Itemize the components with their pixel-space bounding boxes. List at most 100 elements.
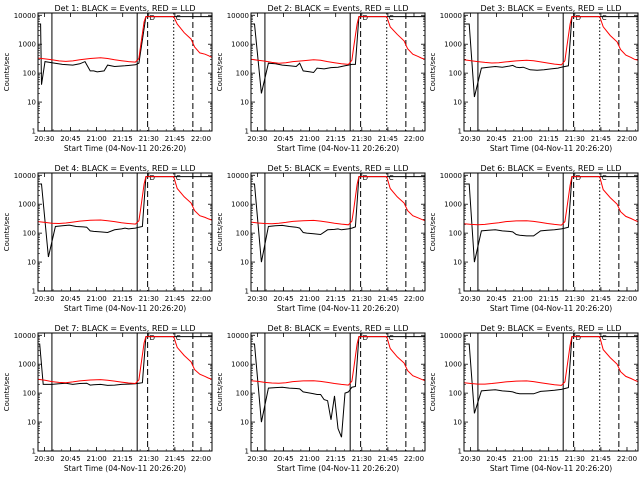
plot-frame [463, 332, 639, 452]
marker-annotation: C [389, 334, 394, 342]
panel-title: Det 5: BLACK = Events, RED = LLD [268, 164, 409, 173]
y-tick-label: 1 [458, 448, 462, 456]
marker-annotation: C [602, 174, 607, 182]
x-axis-label: Start Time (04-Nov-11 20:26:20) [490, 304, 612, 313]
x-tick-label: 22:00 [191, 295, 211, 303]
x-tick-label: 21:00 [512, 295, 532, 303]
y-tick-label: 100 [23, 390, 36, 398]
x-tick-label: 20:45 [60, 455, 80, 463]
plot-area [464, 176, 638, 263]
y-tick-label: 10 [240, 419, 249, 427]
panel-title: Det 2: BLACK = Events, RED = LLD [268, 4, 409, 13]
x-tick-label: 20:45 [60, 135, 80, 143]
detector-panel-2: Det 2: BLACK = Events, RED = LLD Counts/s… [216, 4, 426, 153]
marker-annotation: D [576, 174, 581, 182]
x-tick-label: 21:30 [139, 455, 159, 463]
x-tick-label: 22:00 [617, 455, 637, 463]
x-tick-label: 21:00 [299, 135, 319, 143]
y-tick-label: 10 [27, 419, 36, 427]
x-tick-label: 21:00 [512, 135, 532, 143]
x-tick-label: 21:45 [378, 455, 398, 463]
y-tick-label: 10000 [440, 172, 462, 180]
series-line-lld [464, 336, 638, 386]
y-tick-label: 10000 [227, 172, 249, 180]
plot-area [464, 16, 638, 98]
x-axis-label: Start Time (04-Nov-11 20:26:20) [64, 464, 186, 473]
y-axis-label: Counts/sec [3, 213, 11, 252]
detector-panel-3: Det 3: BLACK = Events, RED = LLD Counts/s… [429, 4, 639, 153]
x-tick-label: 20:45 [273, 295, 293, 303]
x-tick-label: 20:30 [460, 295, 480, 303]
x-axis-label: Start Time (04-Nov-11 20:26:20) [277, 144, 399, 153]
y-tick-label: 1000 [231, 41, 249, 49]
x-axis-label: Start Time (04-Nov-11 20:26:20) [64, 144, 186, 153]
marker-annotation: D [576, 334, 581, 342]
x-tick-label: 20:45 [486, 455, 506, 463]
series-line-events [38, 336, 212, 386]
plot-frame [250, 172, 426, 292]
y-tick-label: 10 [453, 259, 462, 267]
panel-title: Det 4: BLACK = Events, RED = LLD [55, 164, 196, 173]
x-tick-label: 21:45 [165, 295, 185, 303]
x-tick-label: 21:00 [86, 455, 106, 463]
y-tick-label: 1 [245, 288, 249, 296]
x-tick-label: 21:30 [139, 295, 159, 303]
marker-annotation: D [150, 174, 155, 182]
y-axis-label: Counts/sec [429, 373, 437, 412]
x-tick-label: 22:00 [191, 455, 211, 463]
y-axis-label: Counts/sec [3, 373, 11, 412]
x-tick-label: 20:30 [247, 295, 267, 303]
y-tick-label: 10000 [227, 332, 249, 340]
y-tick-label: 10 [27, 99, 36, 107]
marker-annotation: D [150, 14, 155, 22]
x-tick-label: 20:30 [34, 135, 54, 143]
x-tick-label: 21:00 [299, 295, 319, 303]
series-line-lld [38, 176, 212, 225]
y-tick-label: 1 [458, 128, 462, 136]
y-tick-label: 10000 [14, 172, 36, 180]
marker-annotation: D [363, 14, 368, 22]
x-tick-label: 21:00 [86, 135, 106, 143]
y-tick-label: 10000 [14, 12, 36, 20]
x-tick-label: 20:30 [34, 295, 54, 303]
series-line-events [38, 16, 212, 85]
y-tick-label: 10 [27, 259, 36, 267]
series-line-events [251, 16, 425, 94]
plot-frame [463, 12, 639, 132]
plot-area [251, 176, 425, 263]
x-axis-label: Start Time (04-Nov-11 20:26:20) [277, 304, 399, 313]
x-tick-label: 21:00 [86, 295, 106, 303]
x-tick-label: 21:15 [113, 455, 133, 463]
y-tick-label: 10000 [14, 332, 36, 340]
x-tick-label: 21:00 [299, 455, 319, 463]
x-tick-label: 22:00 [191, 135, 211, 143]
x-tick-label: 22:00 [617, 295, 637, 303]
y-axis-label: Counts/sec [216, 213, 224, 252]
x-tick-label: 20:30 [460, 135, 480, 143]
detector-panel-6: Det 6: BLACK = Events, RED = LLD Counts/s… [429, 164, 639, 313]
plot-area [38, 336, 212, 386]
series-line-lld [38, 16, 212, 63]
y-axis-label: Counts/sec [3, 53, 11, 92]
x-tick-label: 21:15 [326, 455, 346, 463]
y-tick-label: 10000 [227, 12, 249, 20]
plot-frame [463, 172, 639, 292]
x-tick-label: 22:00 [617, 135, 637, 143]
x-axis-label: Start Time (04-Nov-11 20:26:20) [64, 304, 186, 313]
panel-title: Det 1: BLACK = Events, RED = LLD [55, 4, 196, 13]
marker-annotation: D [363, 174, 368, 182]
x-tick-label: 21:15 [326, 295, 346, 303]
x-tick-label: 20:30 [247, 455, 267, 463]
y-tick-label: 1 [245, 448, 249, 456]
series-line-events [464, 176, 638, 263]
y-tick-label: 10000 [440, 12, 462, 20]
x-tick-label: 20:45 [486, 135, 506, 143]
plot-frame [250, 332, 426, 452]
x-tick-label: 22:00 [404, 295, 424, 303]
x-tick-label: 20:45 [486, 295, 506, 303]
series-line-events [251, 176, 425, 263]
plot-area [251, 336, 425, 438]
y-tick-label: 1000 [444, 201, 462, 209]
y-tick-label: 1 [32, 128, 36, 136]
